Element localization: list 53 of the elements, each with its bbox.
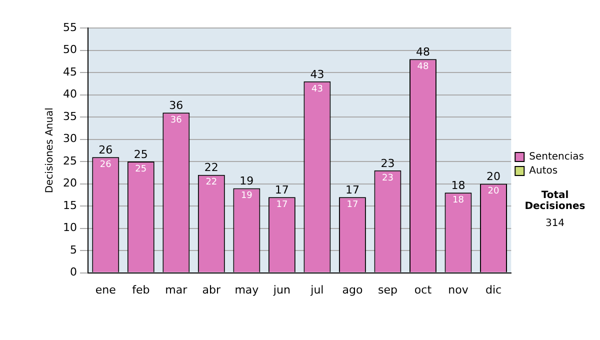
y-tick-label: 50	[62, 43, 77, 56]
x-tick-label: jul	[310, 283, 324, 296]
data-label: 20	[488, 186, 500, 197]
x-tick-label: oct	[414, 283, 432, 296]
x-tick-label: ago	[342, 283, 363, 296]
total-label: 43	[310, 68, 324, 81]
total-label: 17	[274, 183, 289, 196]
total-label: 22	[204, 161, 218, 174]
y-tick-label: 0	[70, 266, 77, 279]
data-label: 43	[311, 84, 323, 94]
data-label: 48	[417, 62, 429, 72]
x-tick-label: mar	[165, 283, 188, 296]
total-label: 26	[98, 143, 113, 156]
data-label: 18	[452, 196, 464, 206]
y-tick-label: 10	[62, 221, 77, 234]
total-label: 48	[416, 46, 430, 59]
legend-label: Autos	[529, 166, 558, 177]
total-label: 20	[486, 170, 501, 184]
y-tick-label: 20	[62, 176, 77, 190]
total-label: 18	[451, 179, 466, 192]
data-label: 26	[100, 160, 112, 170]
x-tick-label: jun	[272, 283, 290, 296]
x-tick-label: ene	[95, 283, 116, 296]
y-axis-title: Decisiones Anual	[44, 108, 56, 194]
text: 314	[544, 218, 566, 229]
x-tick-label: feb	[132, 283, 150, 296]
data-label: 17	[346, 200, 358, 210]
data-label: 36	[170, 115, 182, 126]
total-label: 25	[134, 148, 148, 161]
text: Total Decisiones	[524, 190, 586, 212]
total-label: 36	[169, 98, 184, 112]
y-tick-label: 40	[62, 88, 77, 101]
x-tick-label: sep	[378, 283, 398, 296]
data-label: 19	[240, 191, 253, 202]
x-tick-label: abr	[202, 283, 222, 296]
y-tick-label: 55	[62, 20, 77, 34]
y-tick-label: 35	[62, 110, 77, 123]
y-tick-label: 45	[62, 65, 77, 78]
data-label: 22	[206, 178, 218, 188]
legend-label: Sentencias	[529, 152, 584, 163]
y-tick-label: 30	[62, 132, 77, 146]
data-label: 23	[382, 173, 394, 184]
x-tick-label: may	[234, 283, 260, 296]
data-label: 17	[276, 200, 288, 210]
y-tick-label: 25	[62, 154, 77, 168]
total-label: 19	[240, 174, 254, 188]
y-tick-label: 5	[70, 243, 77, 256]
total-label: 17	[345, 183, 360, 196]
x-tick-label: nov	[448, 283, 469, 296]
x-tick-label: dic	[485, 283, 502, 296]
data-label: 25	[135, 164, 147, 174]
y-tick-label: 15	[62, 198, 77, 212]
total-label: 23	[380, 156, 395, 170]
